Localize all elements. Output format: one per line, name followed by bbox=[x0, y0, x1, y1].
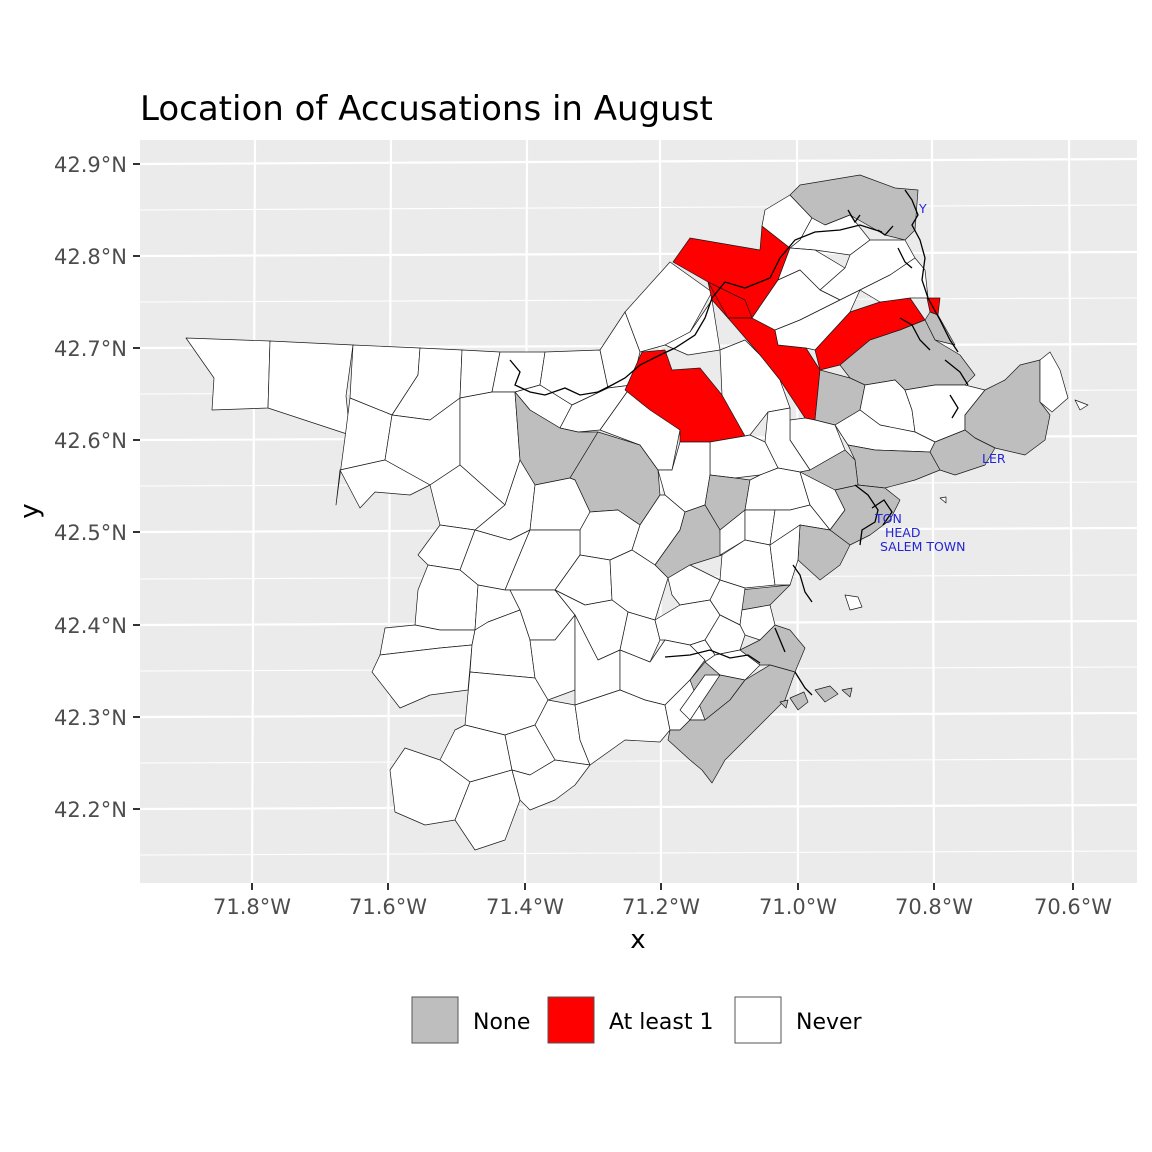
place-label: Y bbox=[918, 201, 927, 216]
y-tick-label: 42.2°N bbox=[54, 798, 127, 822]
x-axis: 71.8°W 71.6°W 71.4°W 71.2°W 71.0°W 70.8°… bbox=[213, 883, 1112, 919]
town-polygon bbox=[769, 524, 801, 586]
place-label: HEAD bbox=[885, 525, 920, 540]
town-polygon bbox=[574, 689, 671, 766]
x-tick-label: 70.8°W bbox=[895, 895, 973, 919]
legend-swatch-none bbox=[411, 996, 459, 1044]
legend-label-never: Never bbox=[796, 1010, 863, 1035]
coastline-detail bbox=[509, 189, 969, 696]
y-tick-label: 42.3°N bbox=[54, 706, 127, 730]
town-polygon bbox=[185, 337, 271, 411]
x-tick-label: 71.8°W bbox=[213, 895, 291, 919]
town-polygon bbox=[829, 484, 901, 546]
town-polygon bbox=[774, 289, 861, 351]
y-tick-label: 42.5°N bbox=[54, 521, 127, 545]
y-axis: 42.9°N 42.8°N 42.7°N 42.6°N 42.5°N 42.4°… bbox=[54, 153, 140, 822]
legend-swatch-never bbox=[734, 996, 782, 1044]
town-polygon bbox=[511, 759, 591, 811]
harbor-islands bbox=[779, 399, 1089, 711]
x-tick-label: 71.2°W bbox=[622, 895, 700, 919]
town-polygon bbox=[859, 257, 929, 303]
legend-label-none: None bbox=[473, 1010, 530, 1035]
town-polygons bbox=[185, 174, 1069, 851]
town-polygon bbox=[789, 174, 919, 241]
town-polygon bbox=[667, 664, 796, 784]
town-polygon bbox=[371, 644, 473, 709]
y-tick-label: 42.6°N bbox=[54, 429, 127, 453]
y-tick-label: 42.9°N bbox=[54, 153, 127, 177]
town-polygon bbox=[1039, 351, 1069, 413]
town-polygon bbox=[619, 611, 661, 663]
town-polygon bbox=[679, 674, 721, 721]
y-tick-label: 42.7°N bbox=[54, 337, 127, 361]
x-tick-label: 71.6°W bbox=[349, 895, 427, 919]
legend-label-at-least-1: At least 1 bbox=[609, 1010, 714, 1035]
place-label: SALEM TOWN bbox=[880, 539, 966, 554]
y-axis-title: y bbox=[15, 503, 45, 518]
x-tick-label: 71.4°W bbox=[486, 895, 564, 919]
y-tick-label: 42.4°N bbox=[54, 614, 127, 638]
place-label: TON bbox=[874, 511, 902, 526]
y-tick-label: 42.8°N bbox=[54, 245, 127, 269]
legend-swatch-at-least-1 bbox=[547, 996, 595, 1044]
map-title: Location of Accusations in August bbox=[140, 89, 713, 129]
town-polygon bbox=[929, 429, 996, 476]
place-label: LER bbox=[982, 451, 1006, 466]
legend: None At least 1 Never bbox=[411, 996, 863, 1044]
x-axis-title: x bbox=[630, 925, 645, 955]
x-tick-label: 71.0°W bbox=[759, 895, 837, 919]
x-tick-label: 70.6°W bbox=[1034, 895, 1112, 919]
